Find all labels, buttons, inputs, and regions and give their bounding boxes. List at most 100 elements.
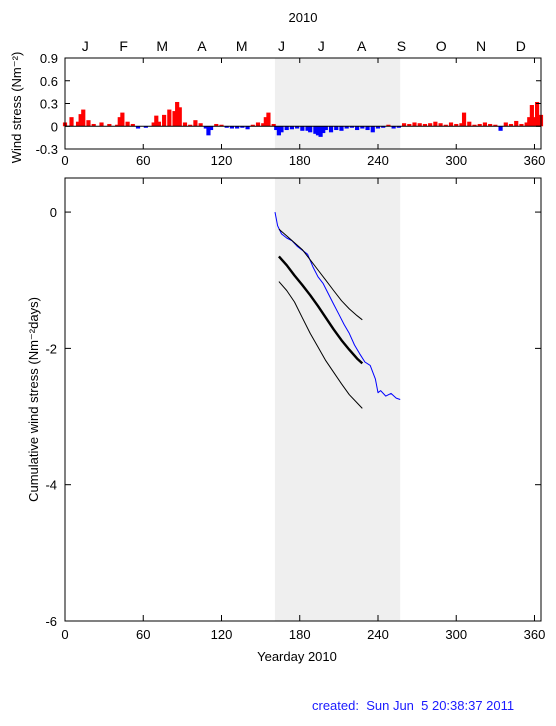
wind-stress-bar [407, 123, 412, 127]
x-tick-label: 60 [136, 627, 150, 642]
month-label: O [436, 38, 447, 54]
cumulative-wind-stress-chart: 0 -2 -4 -6 0 60 120 180 240 300 360 Yearday 2010 Cum… [26, 177, 546, 664]
wind-stress-bar [284, 126, 289, 131]
wind-stress-bar [328, 126, 334, 133]
wind-stress-bar [203, 126, 208, 129]
wind-stress-bar [467, 121, 472, 127]
year-title: 2010 [289, 10, 318, 25]
wind-stress-bar [279, 126, 284, 133]
x-tick-label: 360 [524, 627, 546, 642]
month-label: S [397, 38, 406, 54]
y-tick-label: 0 [50, 205, 57, 220]
wind-stress-bar [532, 117, 537, 127]
wind-stress-bar [433, 121, 438, 127]
wind-stress-bar [370, 126, 375, 133]
wind-stress-bar [99, 122, 104, 127]
wind-stress-bar [514, 120, 519, 127]
wind-stress-bar [313, 126, 318, 134]
wind-stress-bar [162, 114, 167, 127]
wind-stress-bar [154, 115, 159, 127]
wind-stress-bar [482, 122, 488, 127]
wind-stress-bar [250, 124, 255, 127]
wind-stress-bar [214, 123, 219, 127]
wind-stress-bar [428, 123, 433, 127]
y-tick-label: 0.3 [40, 97, 58, 112]
wind-stress-bar [240, 126, 245, 128]
wind-stress-bar [263, 117, 268, 127]
wind-stress-bar [488, 123, 493, 127]
wind-stress-bar [266, 112, 271, 127]
wind-stress-bar [477, 123, 482, 127]
wind-stress-bar [503, 122, 508, 127]
wind-stress-bar [255, 122, 261, 127]
y-axis-label: Cumulative wind stress (Nm⁻²days) [26, 297, 41, 502]
wind-stress-bar [193, 120, 198, 127]
wind-stress-bar [349, 126, 354, 128]
x-tick-label: 180 [289, 627, 311, 642]
wind-stress-bar [86, 120, 91, 127]
wind-stress-bar [321, 126, 326, 134]
wind-stress-bar [167, 109, 172, 127]
month-label: J [278, 38, 285, 54]
wind-stress-bar [443, 124, 448, 127]
wind-stress-bar [235, 126, 240, 129]
wind-stress-bar [323, 126, 328, 131]
wind-stress-bar [135, 126, 141, 129]
lower-bound-line [278, 281, 363, 409]
wind-stress-bar [438, 123, 443, 127]
wind-stress-bar [454, 123, 459, 127]
wind-stress-bar [391, 126, 396, 129]
x-tick-label: 360 [524, 153, 546, 168]
wind-stress-bar [315, 126, 321, 136]
wind-stress-bar [91, 123, 96, 127]
summer-shading [274, 178, 401, 621]
wind-stress-bar [401, 123, 407, 127]
month-label: M [236, 38, 248, 54]
month-label: A [197, 38, 207, 54]
wind-stress-bar [459, 123, 464, 127]
wind-stress-bar [75, 121, 81, 127]
wind-stress-bar [182, 122, 188, 127]
x-tick-label: 240 [367, 153, 389, 168]
x-tick-label: 180 [289, 153, 311, 168]
wind-stress-bar [508, 123, 514, 127]
y-tick-label: 0 [51, 119, 58, 134]
wind-stress-bar [143, 126, 148, 128]
wind-stress-bar [422, 123, 428, 127]
month-label: M [156, 38, 168, 54]
mean-cumulative-line [278, 255, 364, 365]
month-label: D [516, 38, 526, 54]
wind-stress-bar [130, 123, 135, 127]
wind-stress-bar [208, 126, 214, 131]
wind-stress-bar [229, 126, 235, 129]
wind-stress-bar [527, 117, 532, 127]
wind-stress-bar [245, 126, 250, 130]
x-tick-label: 60 [136, 153, 150, 168]
y-tick-label: 0.9 [40, 51, 58, 66]
wind-stress-bar [493, 124, 498, 127]
wind-stress-bar [360, 126, 365, 129]
wind-stress-bar [117, 117, 122, 127]
wind-stress-bar [381, 126, 386, 128]
wind-stress-bar [334, 126, 339, 131]
wind-stress-bar [271, 123, 276, 127]
wind-stress-bar [276, 126, 281, 136]
wind-stress-bar [206, 126, 211, 136]
wind-stress-bar [295, 126, 300, 129]
x-tick-label: 0 [61, 153, 68, 168]
wind-stress-bar [524, 122, 529, 127]
wind-stress-bar [69, 117, 74, 127]
upper-bound-line [278, 228, 363, 321]
wind-stress-bar [177, 107, 182, 127]
wind-stress-bar [81, 109, 86, 127]
wind-stress-bar [461, 112, 467, 127]
wind-stress-bar [198, 123, 203, 127]
wind-stress-bar [156, 121, 161, 127]
wind-stress-bar [107, 123, 112, 127]
wind-stress-bar [274, 126, 279, 131]
wind-stress-bar [472, 124, 477, 127]
wind-stress-bar [125, 121, 130, 127]
wind-stress-bar [172, 111, 177, 127]
y-tick-label: -6 [45, 614, 57, 629]
